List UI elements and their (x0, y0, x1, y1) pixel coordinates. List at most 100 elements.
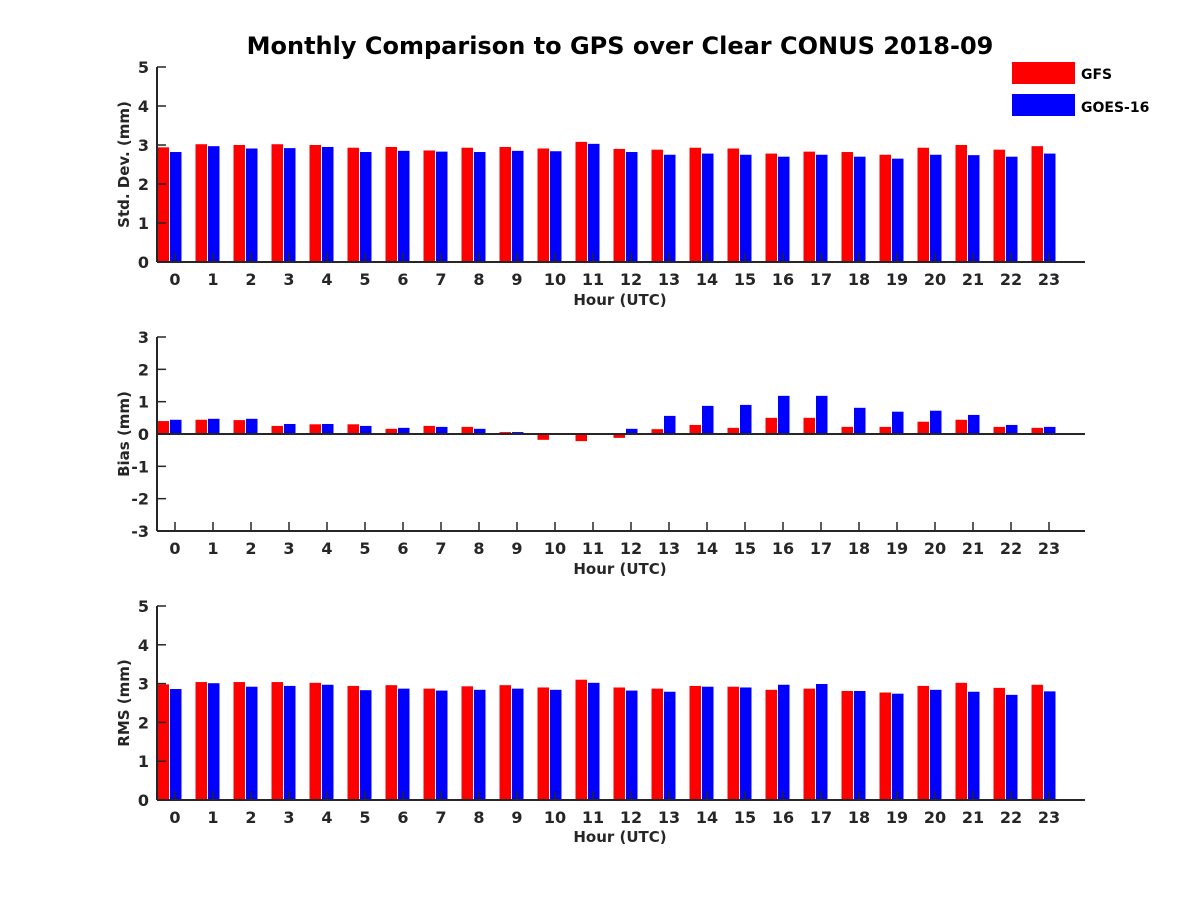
bar-goes16-hour-5 (360, 690, 372, 800)
bar-goes16-hour-4 (322, 146, 334, 262)
x-tick-label: 19 (886, 539, 908, 558)
x-tick-label: 12 (620, 808, 642, 827)
x-tick-label: 1 (207, 808, 218, 827)
bar-goes16-hour-7 (436, 690, 448, 800)
y-tick-label: 0 (138, 791, 149, 810)
x-tick-label: 21 (962, 808, 984, 827)
bar-gfs-hour-20 (917, 685, 929, 800)
x-tick-label: 17 (810, 808, 832, 827)
bar-goes16-hour-8 (474, 689, 486, 800)
bar-gfs-hour-3 (271, 682, 283, 800)
bar-gfs-hour-12 (613, 148, 625, 262)
bar-goes16-hour-6 (398, 688, 410, 800)
bar-goes16-hour-3 (284, 423, 296, 434)
x-tick-label: 6 (397, 270, 408, 289)
x-tick-label: 10 (544, 539, 566, 558)
x-tick-label: 2 (245, 808, 256, 827)
bar-gfs-hour-3 (271, 144, 283, 262)
y-tick-label: 5 (138, 597, 149, 616)
x-axis-title: Hour (UTC) (573, 828, 666, 846)
bar-goes16-hour-0 (170, 152, 182, 262)
bar-goes16-hour-2 (246, 148, 258, 262)
bar-goes16-hour-19 (892, 158, 904, 262)
bar-goes16-hour-2 (246, 686, 258, 800)
bar-goes16-hour-17 (816, 154, 828, 262)
y-tick-label: 3 (138, 136, 149, 155)
bar-gfs-hour-12 (613, 434, 625, 438)
bar-goes16-hour-15 (740, 154, 752, 262)
bar-goes16-hour-6 (398, 150, 410, 262)
y-tick-label: 1 (138, 752, 149, 771)
bar-goes16-hour-11 (588, 143, 600, 262)
bar-gfs-hour-22 (993, 687, 1005, 800)
bar-goes16-hour-14 (702, 686, 714, 800)
x-tick-label: 18 (848, 270, 870, 289)
bar-goes16-hour-5 (360, 152, 372, 262)
x-tick-label: 15 (734, 808, 756, 827)
bar-goes16-hour-8 (474, 428, 486, 434)
y-tick-label: 4 (138, 97, 149, 116)
x-tick-label: 16 (772, 270, 794, 289)
x-tick-label: 17 (810, 270, 832, 289)
y-tick-label: 2 (138, 713, 149, 732)
bar-goes16-hour-19 (892, 411, 904, 434)
x-tick-label: 16 (772, 808, 794, 827)
bar-goes16-hour-21 (968, 414, 980, 434)
bar-goes16-hour-2 (246, 418, 258, 434)
bar-goes16-hour-18 (854, 156, 866, 262)
legend-label-goes16: GOES-16 (1081, 100, 1149, 116)
bar-goes16-hour-18 (854, 407, 866, 434)
x-tick-label: 1 (207, 539, 218, 558)
bar-gfs-hour-21 (955, 419, 967, 434)
bar-gfs-hour-5 (347, 424, 359, 434)
x-tick-label: 7 (435, 270, 446, 289)
bar-goes16-hour-15 (740, 404, 752, 434)
bar-gfs-hour-0 (157, 421, 169, 434)
bar-gfs-hour-9 (499, 685, 511, 800)
x-tick-label: 8 (473, 539, 484, 558)
bar-goes16-hour-17 (816, 683, 828, 800)
bar-gfs-hour-14 (689, 685, 701, 800)
bar-gfs-hour-21 (955, 682, 967, 800)
x-tick-label: 15 (734, 270, 756, 289)
bar-gfs-hour-10 (537, 148, 549, 262)
bar-gfs-hour-2 (233, 420, 245, 434)
bar-gfs-hour-3 (271, 425, 283, 434)
y-tick-label: 2 (138, 360, 149, 379)
bar-gfs-hour-1 (195, 419, 207, 434)
chart-title: Monthly Comparison to GPS over Clear CON… (247, 32, 994, 60)
x-tick-label: 22 (1000, 270, 1022, 289)
bar-gfs-hour-16 (765, 417, 777, 434)
x-tick-label: 23 (1038, 808, 1060, 827)
bar-gfs-hour-16 (765, 153, 777, 262)
bar-gfs-hour-8 (461, 147, 473, 262)
x-tick-label: 0 (169, 270, 180, 289)
bar-gfs-hour-7 (423, 150, 435, 262)
x-tick-label: 3 (283, 808, 294, 827)
bar-goes16-hour-21 (968, 155, 980, 262)
bar-goes16-hour-21 (968, 691, 980, 800)
bar-goes16-hour-13 (664, 415, 676, 434)
x-tick-label: 4 (321, 808, 332, 827)
x-tick-label: 11 (582, 270, 604, 289)
bar-goes16-hour-16 (778, 395, 790, 434)
bar-gfs-hour-20 (917, 147, 929, 262)
bar-gfs-hour-23 (1031, 427, 1043, 434)
x-tick-label: 7 (435, 808, 446, 827)
x-axis-title: Hour (UTC) (573, 560, 666, 578)
x-tick-label: 13 (658, 270, 680, 289)
bar-gfs-hour-22 (993, 426, 1005, 434)
bar-goes16-hour-14 (702, 153, 714, 262)
x-tick-label: 6 (397, 539, 408, 558)
x-tick-label: 2 (245, 539, 256, 558)
bar-gfs-hour-1 (195, 682, 207, 800)
x-tick-label: 14 (696, 808, 718, 827)
bar-gfs-hour-11 (575, 679, 587, 800)
x-tick-label: 17 (810, 539, 832, 558)
bar-goes16-hour-19 (892, 693, 904, 800)
bar-goes16-hour-16 (778, 156, 790, 262)
bar-goes16-hour-23 (1044, 691, 1056, 800)
